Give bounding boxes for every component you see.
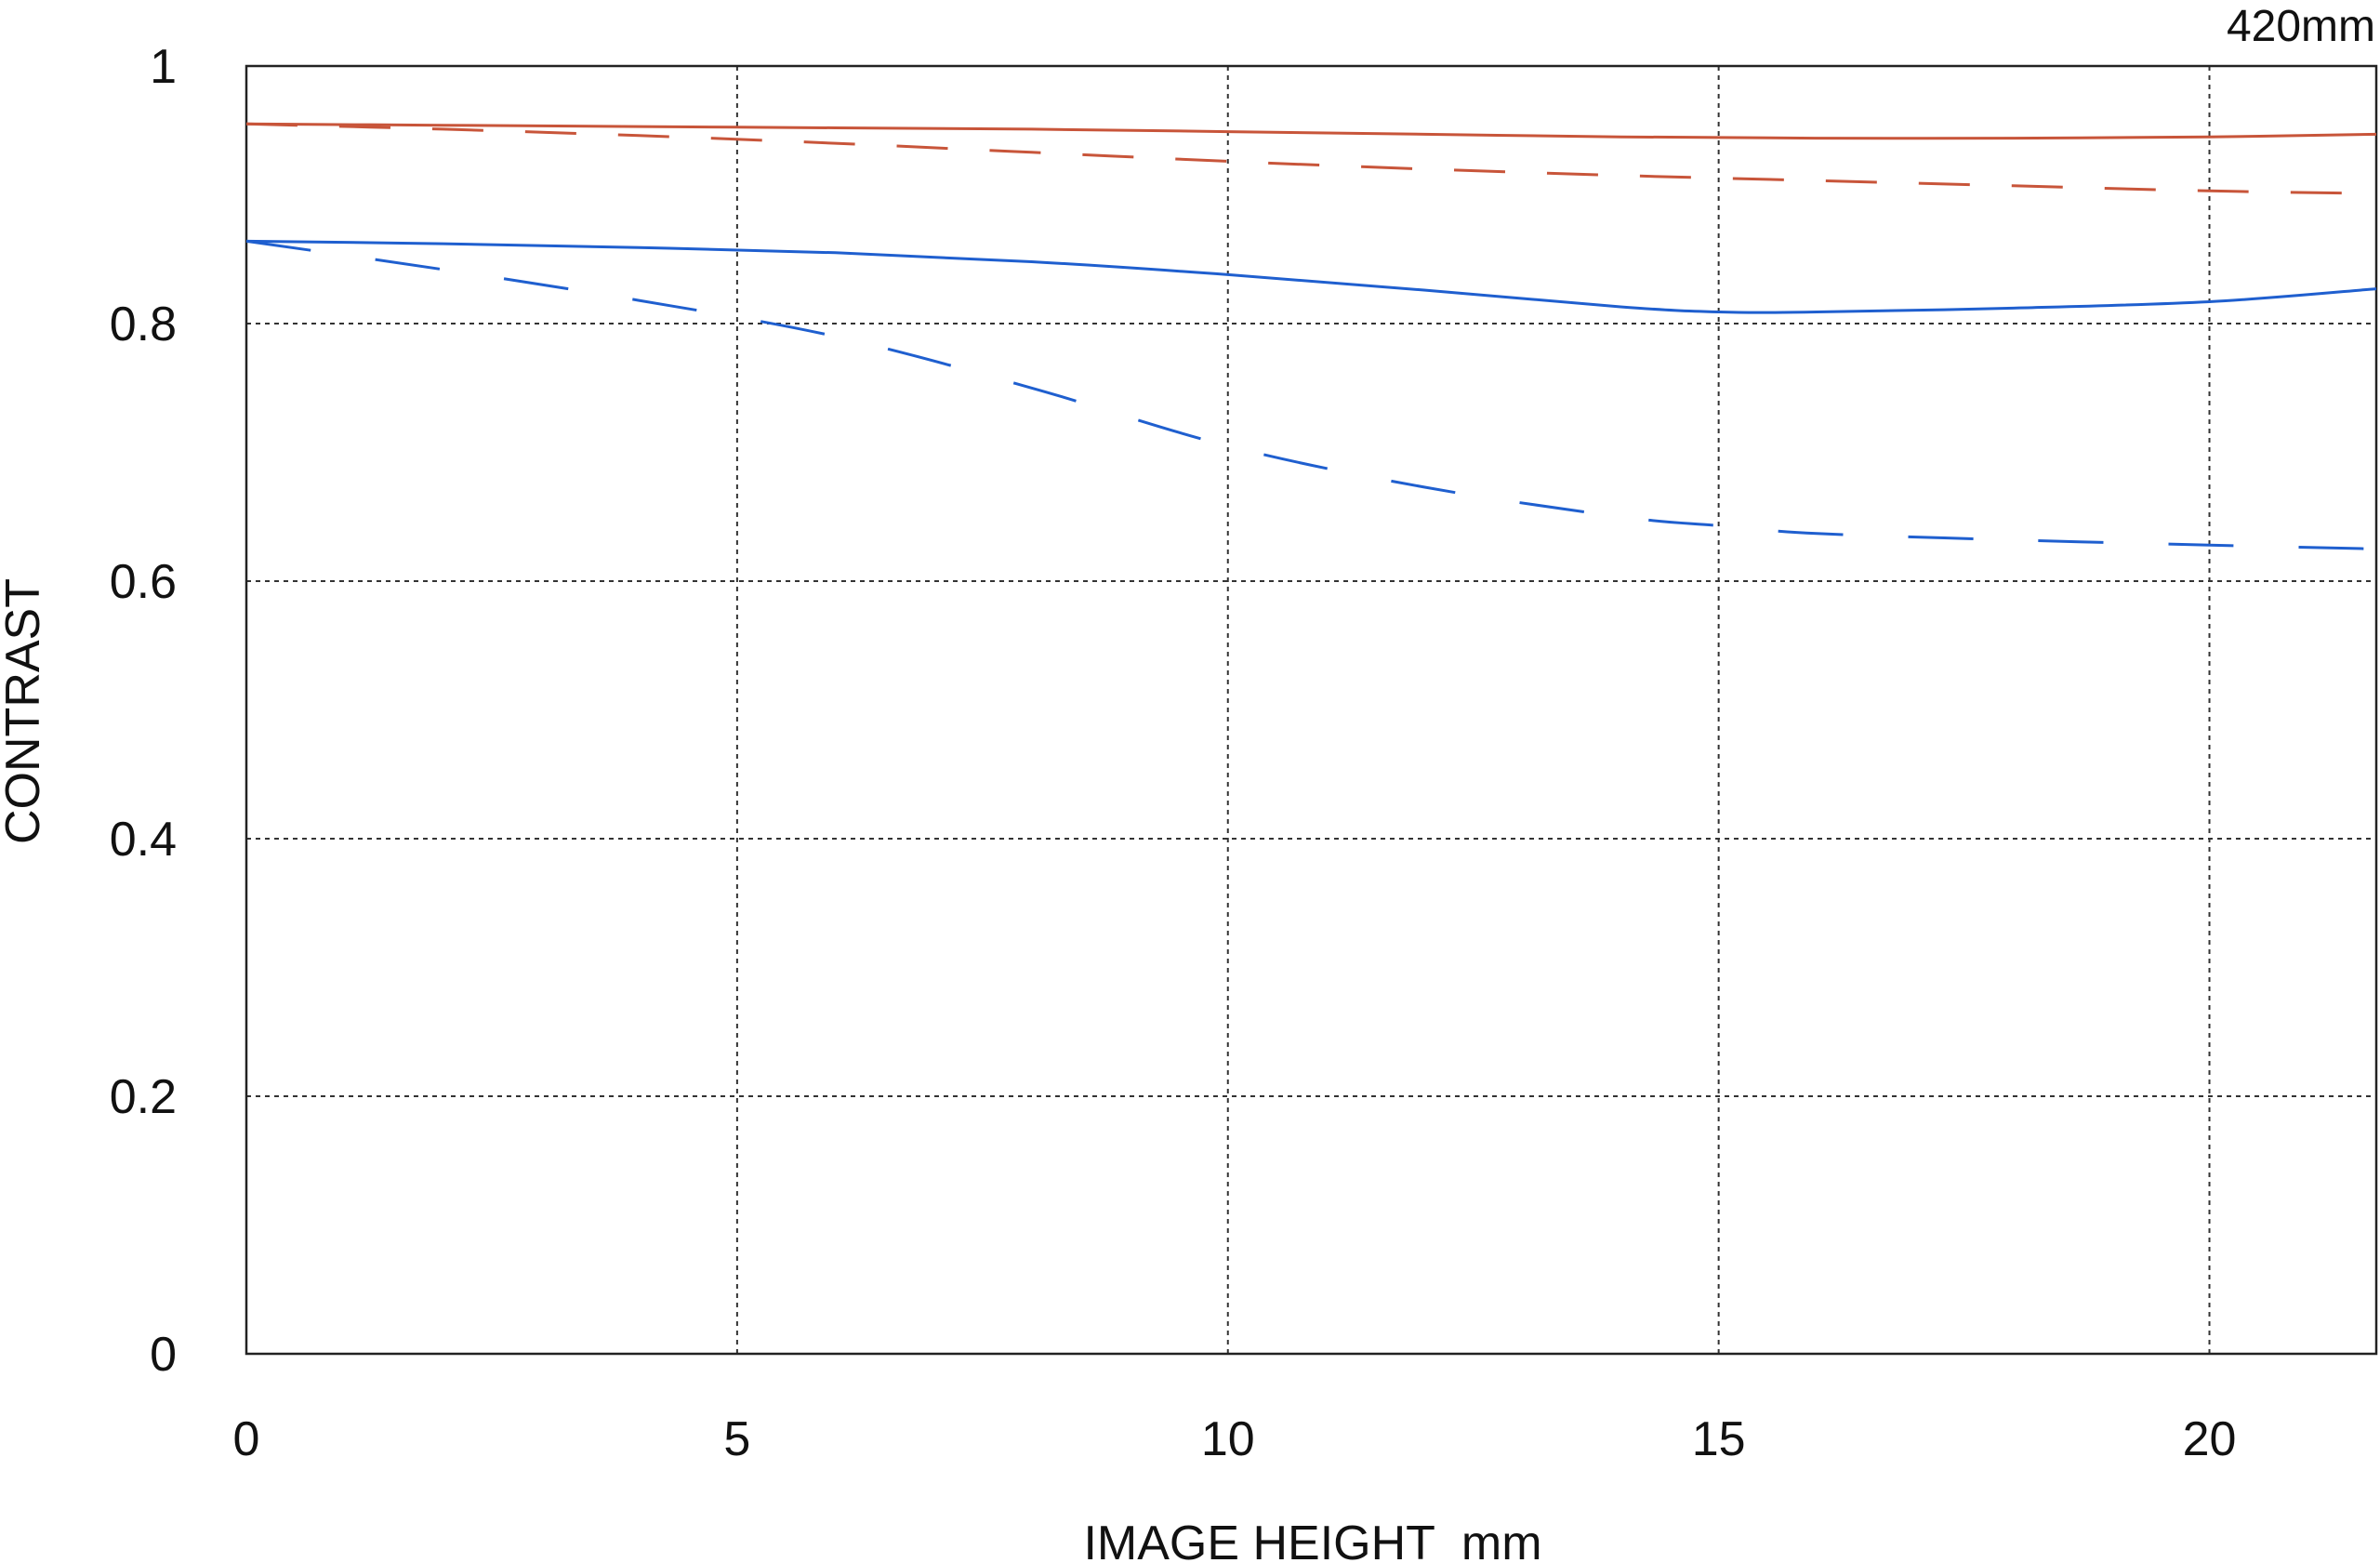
y-tick-label: 1 <box>150 40 177 94</box>
series-lines <box>245 122 2377 550</box>
x-tick-label: 0 <box>233 1412 260 1466</box>
series-line-2-dashed <box>245 122 2377 195</box>
focal-length-label: 420mm <box>2227 2 2375 51</box>
y-axis-tick-labels: 0 0.2 0.4 0.6 0.8 1 <box>110 40 177 1382</box>
x-tick-label: 5 <box>723 1412 750 1466</box>
plot-area-frame <box>245 64 2378 1356</box>
series-line-4-dashed <box>245 239 2377 550</box>
x-axis-tick-labels: 0 5 10 15 20 <box>233 1412 2237 1466</box>
x-tick-label: 15 <box>1692 1412 1746 1466</box>
x-axis-title: IMAGE HEIGHT mm <box>1083 1517 1541 1563</box>
grid-lines <box>246 66 2376 1354</box>
y-axis-title: CONTRAST <box>0 578 50 844</box>
series-line-1-solid <box>245 122 2377 140</box>
x-tick-label: 10 <box>1201 1412 1255 1466</box>
series-line-3-solid <box>245 239 2377 314</box>
y-tick-label: 0 <box>150 1328 177 1382</box>
y-tick-label: 0.6 <box>110 555 177 609</box>
y-tick-label: 0.2 <box>110 1070 177 1124</box>
y-tick-label: 0.8 <box>110 298 177 351</box>
y-tick-label: 0.4 <box>110 813 177 867</box>
x-tick-label: 20 <box>2183 1412 2237 1466</box>
